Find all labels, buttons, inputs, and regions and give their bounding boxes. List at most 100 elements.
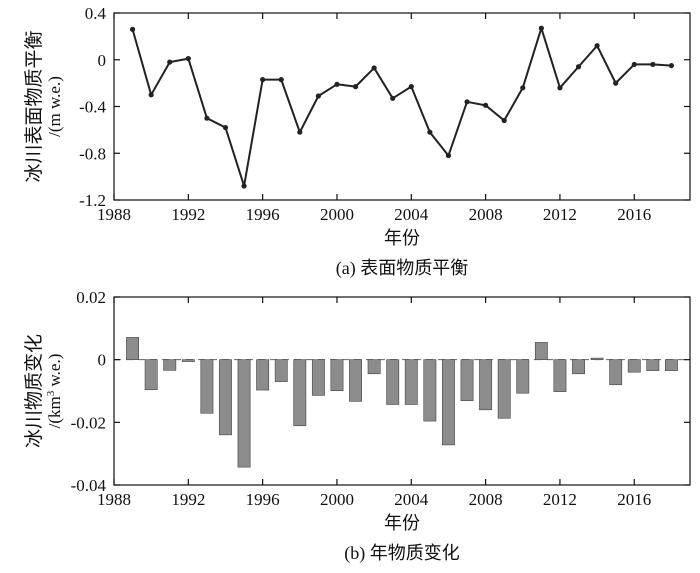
x-tick-label: 2008 xyxy=(469,490,503,509)
bar xyxy=(423,359,437,422)
x-tick-label: 1988 xyxy=(97,490,131,509)
x-tick-label: 2012 xyxy=(543,205,577,224)
panel-b-axes: 1988 1992 1996 2000 2004 2008 2012 2016 0.02 0 -0.… xyxy=(71,288,690,509)
panel-b-annual-mass-change: 1988 1992 1996 2000 2004 2008 2012 2016 0.02 0 -0.… xyxy=(23,288,691,564)
bar xyxy=(293,359,307,427)
data-point xyxy=(222,124,229,131)
data-point xyxy=(129,26,136,32)
bar xyxy=(367,359,381,375)
x-tick-label: 2012 xyxy=(543,490,577,509)
bar xyxy=(646,359,660,371)
data-point xyxy=(260,77,266,83)
data-point xyxy=(148,92,154,98)
data-point xyxy=(575,64,582,70)
data-point xyxy=(668,62,675,69)
bar xyxy=(553,359,567,392)
bar xyxy=(404,359,418,405)
data-point xyxy=(167,59,173,65)
panel-a-surface-mass-balance: 1988 1992 1996 2000 2004 2008 2012 2016 0.4 0 -0.4… xyxy=(23,4,691,279)
data-point xyxy=(501,117,507,124)
x-tick-label: 2016 xyxy=(617,205,651,224)
y-tick-label: 0.4 xyxy=(85,4,107,23)
bar xyxy=(386,359,400,405)
mass-balance-line xyxy=(131,27,672,187)
y-tick-label: -1.2 xyxy=(79,191,106,210)
panel-a-ylabel-line1: 冰川表面物质平衡 xyxy=(23,30,45,182)
data-point xyxy=(427,129,433,135)
data-point xyxy=(204,115,210,121)
bar xyxy=(516,359,530,394)
panel-b-ylabel-unit-post: w.e.) xyxy=(45,354,64,391)
data-point xyxy=(185,55,191,62)
data-point xyxy=(520,85,526,91)
x-tick-label: 2000 xyxy=(320,205,354,224)
x-tick-label: 1988 xyxy=(97,205,131,224)
x-tick-label: 1996 xyxy=(246,205,280,224)
x-tick-label: 2016 xyxy=(617,490,651,509)
panel-b-plot-frame xyxy=(113,296,691,486)
panel-b-bars xyxy=(126,337,678,468)
data-point xyxy=(464,99,470,105)
panel-b-ylabel-line1: 冰川物质变化 xyxy=(23,334,45,448)
y-tick-label: -0.02 xyxy=(71,413,106,432)
panel-a-axes: 1988 1992 1996 2000 2004 2008 2012 2016 0.4 0 -0.4… xyxy=(79,4,690,224)
panel-a-ylabel-line2: /(m w.e.) xyxy=(45,76,64,137)
data-point xyxy=(631,61,637,68)
y-tick-label: 0.02 xyxy=(76,288,106,307)
bar xyxy=(144,359,158,391)
y-tick-label: 0 xyxy=(98,351,107,370)
panel-a-plot-frame xyxy=(113,12,691,201)
bar xyxy=(237,359,251,468)
data-point xyxy=(594,43,600,49)
panel-b-ylabel-unit-pre: /(km xyxy=(45,396,64,428)
bar xyxy=(200,359,214,414)
bar xyxy=(442,359,455,446)
bar xyxy=(664,359,678,371)
x-tick-label: 2008 xyxy=(469,205,503,224)
data-point xyxy=(334,81,340,87)
bar xyxy=(627,359,641,373)
panel-a-xlabel: 年份 xyxy=(384,228,420,248)
data-point xyxy=(483,102,489,108)
data-point xyxy=(297,129,303,135)
bar xyxy=(497,359,511,419)
x-tick-label: 2004 xyxy=(394,490,429,509)
data-point xyxy=(315,93,321,99)
data-point xyxy=(390,95,396,101)
data-point xyxy=(371,65,377,71)
bar xyxy=(274,359,288,382)
bar xyxy=(460,359,474,402)
data-point xyxy=(278,77,284,83)
data-point xyxy=(408,84,414,90)
x-tick-label: 1996 xyxy=(246,490,280,509)
data-point xyxy=(445,152,452,159)
data-point xyxy=(557,85,563,91)
panel-a-series xyxy=(129,25,675,189)
data-point xyxy=(650,61,656,68)
panel-b-ylabel-line2: /(km3 w.e.) xyxy=(45,354,64,429)
bar xyxy=(590,357,604,360)
x-tick-label: 2000 xyxy=(320,490,354,509)
bar xyxy=(311,359,325,396)
bar xyxy=(479,359,493,411)
panel-b-xlabel: 年份 xyxy=(384,513,420,533)
x-tick-label: 1992 xyxy=(171,490,205,509)
bar xyxy=(572,359,585,375)
y-tick-label: -0.04 xyxy=(71,476,107,495)
bar xyxy=(163,359,177,371)
bar xyxy=(219,359,232,436)
bar xyxy=(349,359,362,402)
panel-b-ylabel-unit-sup: 3 xyxy=(45,390,57,396)
panel-b-caption: (b) 年物质变化 xyxy=(344,543,460,564)
bar xyxy=(181,359,195,362)
x-tick-label: 2004 xyxy=(394,205,429,224)
data-point xyxy=(241,183,247,189)
bar xyxy=(534,342,548,360)
bar xyxy=(256,359,270,391)
bar xyxy=(609,359,623,386)
bar xyxy=(330,359,344,391)
panel-a-caption: (a) 表面物质平衡 xyxy=(336,258,468,279)
data-point xyxy=(538,25,544,31)
y-tick-label: -0.8 xyxy=(79,144,106,163)
